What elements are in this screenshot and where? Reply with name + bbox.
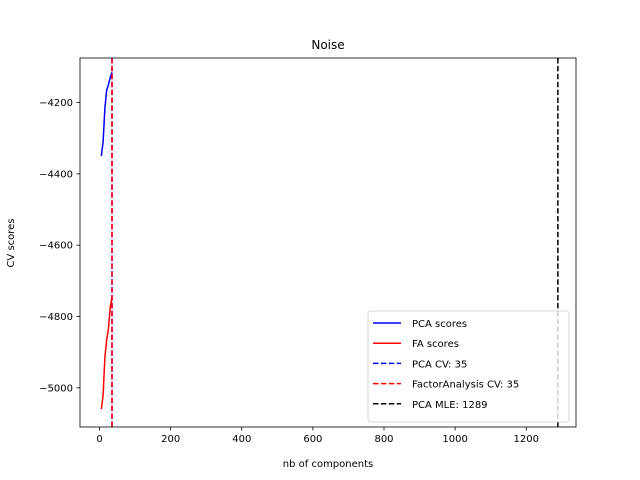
axes-frame	[79, 57, 577, 428]
legend-label-0: PCA scores	[412, 319, 467, 330]
y-tick-label: −4200	[39, 98, 73, 109]
y-tick-label: −4400	[39, 169, 73, 180]
x-tick-label: 1000	[442, 434, 467, 445]
series-line-0	[100, 72, 113, 157]
plot-lines	[100, 58, 559, 427]
x-tick-label: 1200	[513, 434, 538, 445]
legend-label-3: FactorAnalysis CV: 35	[412, 380, 519, 391]
x-tick-label: 400	[232, 434, 251, 445]
x-axis-label: nb of components	[283, 459, 373, 470]
x-tick-label: 0	[96, 434, 102, 445]
y-axis: −5000 −4800 −4600 −4400 −4200	[39, 98, 80, 394]
x-axis: 0 200 400 600 800 1000 1200	[96, 427, 539, 445]
x-tick-label: 800	[374, 434, 393, 445]
y-tick-label: −4800	[39, 312, 73, 323]
legend-label-4: PCA MLE: 1289	[412, 400, 488, 411]
plot-area	[79, 57, 577, 428]
x-tick-label: 600	[303, 434, 322, 445]
legend-label-1: FA scores	[412, 339, 459, 350]
chart-title: Noise	[311, 38, 344, 52]
y-axis-label: CV scores	[6, 218, 17, 267]
legend: PCA scores FA scores PCA CV: 35 FactorAnaly…	[367, 310, 570, 423]
y-tick-label: −5000	[39, 383, 73, 394]
series-line-1	[100, 296, 113, 410]
legend-box	[367, 310, 570, 423]
x-tick-label: 200	[161, 434, 180, 445]
legend-label-2: PCA CV: 35	[412, 359, 467, 370]
y-tick-label: −4600	[39, 241, 73, 252]
